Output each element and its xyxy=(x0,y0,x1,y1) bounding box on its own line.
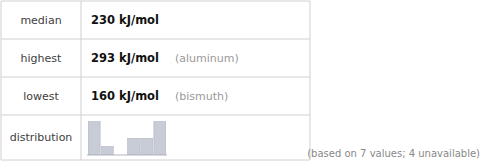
column-border xyxy=(1,1,2,160)
row-label: median xyxy=(20,14,61,27)
column-border xyxy=(81,1,82,160)
table: median 230 kJ/mol highest 293 kJ/mol (alumin… xyxy=(1,1,310,160)
histogram xyxy=(88,122,165,155)
footer: (based on 7 values; 4 unavailable) xyxy=(307,148,480,159)
row-note: (bismuth) xyxy=(175,90,228,103)
row-border xyxy=(1,39,310,40)
bar xyxy=(101,147,113,155)
row-label: lowest xyxy=(23,90,59,103)
row-label: highest xyxy=(21,52,62,65)
root: median 230 kJ/mol highest 293 kJ/mol (alumin… xyxy=(0,0,484,162)
row-border xyxy=(1,77,310,78)
row-value: 293 kJ/mol xyxy=(91,51,159,65)
bar xyxy=(128,138,140,155)
bar xyxy=(154,122,166,155)
row-value: 160 kJ/mol xyxy=(91,89,159,103)
row-border xyxy=(1,160,310,161)
baseline xyxy=(87,155,167,156)
row-border xyxy=(1,115,310,116)
row-border xyxy=(1,1,310,2)
column-border xyxy=(310,1,311,160)
bar xyxy=(88,122,100,155)
row-value: 230 kJ/mol xyxy=(91,13,159,27)
row-label: distribution xyxy=(10,131,73,144)
bar xyxy=(141,138,153,155)
chart: median 230 kJ/mol highest 293 kJ/mol (alumin… xyxy=(0,0,484,162)
row-note: (aluminum) xyxy=(175,52,239,65)
